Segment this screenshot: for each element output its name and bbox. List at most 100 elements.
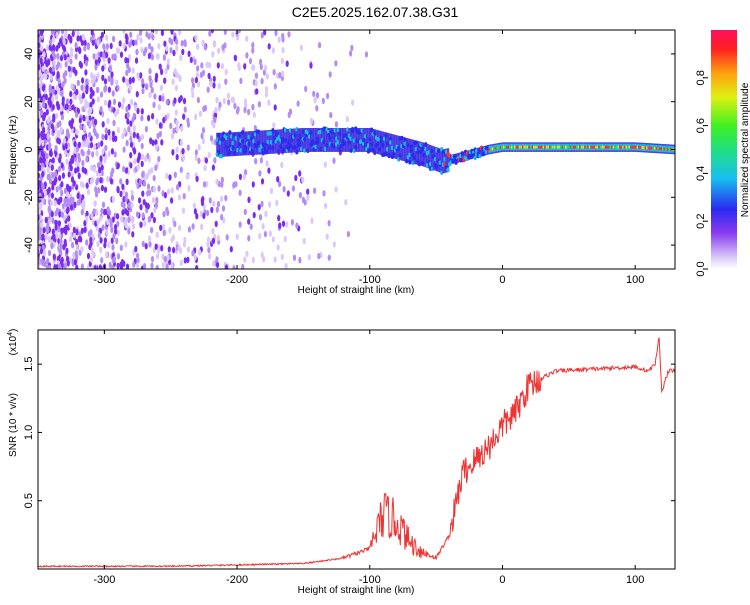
spectrogram-cell — [160, 245, 164, 252]
spectrogram-cell — [130, 98, 134, 106]
top-y-axis-label: Frequency (Hz) — [8, 116, 19, 185]
spectrogram-cell — [412, 139, 415, 164]
colorbar-tick-label: 0.4 — [695, 166, 707, 181]
spectrogram-cell — [260, 32, 264, 39]
spectrogram-cell — [144, 125, 148, 133]
spectrogram-cell — [139, 204, 143, 211]
spectrogram-cell — [248, 57, 253, 65]
spectrogram-cell — [126, 80, 130, 88]
colorbar: 0.0 0.2 0.4 0.6 0.8 Normalized spectral ampl… — [695, 30, 750, 277]
spectrogram-cell — [124, 33, 128, 40]
y-tick-label: -20 — [23, 189, 35, 205]
spectrogram-cell — [424, 143, 427, 168]
spectrogram-cell — [237, 62, 241, 69]
spectrogram-cell — [120, 103, 125, 110]
spectrogram-cell — [146, 183, 151, 190]
spectrogram-cell — [577, 145, 580, 149]
spectrogram-cell — [116, 162, 120, 169]
spectrogram-cell — [50, 30, 54, 36]
spectrogram-cell — [212, 200, 216, 207]
spectrogram-cell — [569, 145, 572, 149]
spectrogram-cell — [446, 167, 450, 173]
spectrogram-cell — [59, 126, 63, 134]
spectrogram-cell — [47, 249, 52, 257]
spectrogram-cell — [161, 223, 165, 231]
spectrogram-cell — [373, 129, 377, 154]
spectrogram-cell — [606, 145, 609, 149]
spectrogram-cell — [149, 137, 153, 144]
spectrogram-cell — [175, 119, 179, 127]
spectrogram-cell — [147, 235, 152, 242]
spectrogram-cell — [61, 81, 65, 88]
spectrogram-cell — [108, 134, 112, 141]
spectrogram-cell — [84, 99, 88, 106]
spectrogram-cell — [152, 174, 156, 182]
spectrogram-cell — [576, 145, 579, 149]
snr-panel: -300 -200 -100 0 100 0.5 1.0 1.5 Height of str… — [7, 329, 676, 596]
spectrogram-cell — [646, 146, 649, 150]
spectrogram-cell — [200, 197, 204, 204]
spectrogram-cell — [70, 66, 74, 73]
spectrogram-cell — [69, 165, 73, 172]
spectrogram-cell — [447, 148, 450, 173]
spectrogram-cell — [254, 130, 257, 155]
spectrogram-cell — [531, 145, 534, 149]
spectrogram-cell — [183, 106, 187, 113]
spectrogram-cell — [111, 90, 115, 97]
x-tick-label: 0 — [499, 574, 505, 586]
spectrogram-cell — [139, 178, 143, 186]
spectrogram-cell — [378, 130, 381, 155]
spectrogram-cell — [312, 90, 316, 98]
spectrogram-cell — [211, 51, 215, 58]
spectrogram-cell — [222, 97, 226, 105]
spectrogram-cell — [180, 40, 184, 47]
spectrogram-cell — [90, 164, 94, 171]
spectrogram-cell — [326, 92, 330, 100]
spectrogram-cell — [91, 219, 95, 226]
spectrogram-cell — [194, 149, 198, 156]
spectrogram-cell — [213, 116, 217, 124]
spectrogram-cell — [536, 145, 539, 149]
spectrogram-cell — [41, 85, 46, 92]
spectrogram-cell — [631, 145, 634, 149]
spectrogram-cell — [163, 192, 167, 199]
spectrogram-cell — [435, 147, 439, 172]
spectrogram-cell — [660, 147, 663, 151]
spectrogram-cell — [91, 151, 95, 158]
spectrogram-cell — [281, 46, 285, 54]
spectrogram-cell — [327, 220, 331, 227]
spectrogram-cell — [46, 227, 50, 234]
spectrogram-cell — [622, 145, 625, 149]
spectrogram-cell — [57, 165, 62, 173]
spectrogram-cell — [86, 138, 90, 146]
x-tick-label: -200 — [226, 574, 248, 586]
spectrogram-cell — [63, 54, 67, 61]
spectrogram-cell — [75, 129, 79, 136]
spectrogram-cell — [340, 127, 343, 152]
spectrogram-cell — [348, 127, 351, 152]
spectrogram-cell — [572, 145, 576, 149]
spectrogram-cell — [644, 146, 647, 150]
spectrogram-cell — [264, 91, 268, 98]
spectrogram-cell — [60, 162, 64, 169]
spectrogram-cell — [103, 86, 107, 93]
spectrogram-cell — [145, 31, 149, 38]
spectrogram-cell — [539, 145, 542, 149]
spectrogram-cell — [607, 145, 611, 149]
spectrogram-cell — [197, 144, 201, 151]
spectrogram-cell — [84, 69, 88, 76]
spectrogram-cell — [56, 71, 60, 78]
spectrogram-cell — [124, 222, 128, 229]
spectrogram-cell — [229, 246, 233, 253]
spectrogram-cell — [122, 202, 126, 209]
spectrogram-cell — [277, 214, 281, 222]
spectrogram-cell — [62, 137, 66, 144]
spectrogram-cell — [630, 145, 633, 149]
spectrogram-cell — [247, 196, 251, 203]
spectrogram-cell — [56, 130, 60, 137]
spectrogram-cell — [116, 108, 120, 115]
spectrogram-cell — [80, 246, 84, 253]
spectrogram-cell — [39, 45, 44, 52]
spectrogram-cell — [405, 137, 408, 162]
spectrogram-cell — [52, 253, 56, 260]
